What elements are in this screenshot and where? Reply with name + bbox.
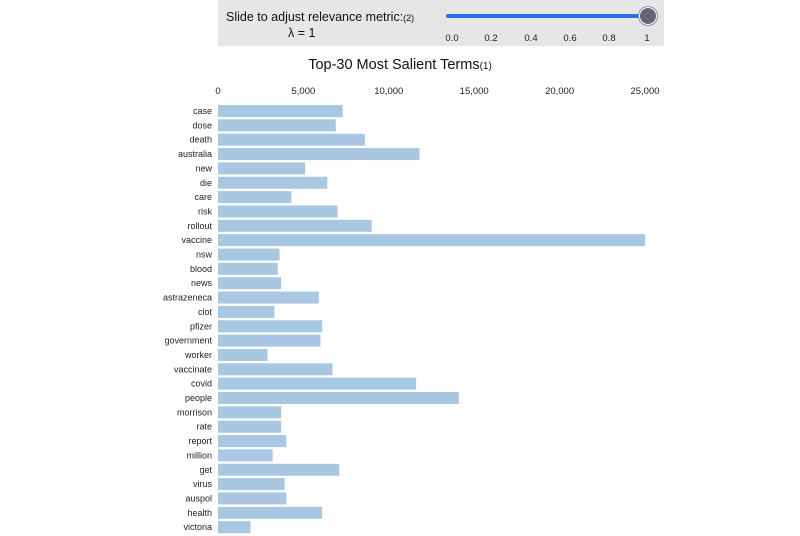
term-label[interactable]: morrison	[177, 407, 212, 417]
term-bar[interactable]	[218, 492, 287, 505]
term-bar[interactable]	[218, 334, 321, 347]
term-bar[interactable]	[218, 148, 420, 161]
term-bar[interactable]	[218, 348, 268, 361]
term-bar[interactable]	[218, 277, 282, 290]
term-bar[interactable]	[218, 320, 323, 333]
term-label[interactable]: get	[199, 465, 212, 475]
x-axis-tick-label: 15,000	[460, 86, 489, 97]
term-bar[interactable]	[218, 248, 280, 261]
term-label[interactable]: people	[185, 393, 212, 403]
term-label[interactable]: vaccine	[181, 235, 212, 245]
slider-label-ref: (2)	[403, 13, 415, 23]
term-bar[interactable]	[218, 406, 282, 419]
term-label[interactable]: care	[194, 192, 212, 202]
term-label[interactable]: australia	[178, 149, 212, 159]
term-label[interactable]: rollout	[187, 221, 212, 231]
relevance-slider-track[interactable]	[446, 14, 646, 18]
x-axis-tick-label: 5,000	[292, 86, 316, 97]
term-label[interactable]: nsw	[196, 250, 213, 260]
slider-label: Slide to adjust relevance metric:(2)	[226, 10, 414, 24]
term-bar[interactable]	[218, 262, 278, 275]
term-label[interactable]: covid	[191, 379, 212, 389]
x-axis-tick-label: 25,000	[630, 86, 659, 97]
slider-tick-label: 0.2	[484, 33, 498, 44]
term-label[interactable]: death	[189, 135, 212, 145]
term-bar[interactable]	[218, 119, 336, 132]
chart-title-ref: (1)	[479, 61, 492, 72]
term-bar[interactable]	[218, 363, 333, 376]
term-bar[interactable]	[218, 377, 417, 390]
term-bar[interactable]	[218, 478, 285, 491]
x-axis-tick-label: 10,000	[374, 86, 403, 97]
term-label[interactable]: risk	[198, 206, 212, 216]
term-bar[interactable]	[218, 105, 343, 117]
term-label[interactable]: dose	[192, 120, 212, 130]
slider-label-text: Slide to adjust relevance metric:	[226, 10, 404, 24]
term-label[interactable]: victoria	[183, 522, 212, 532]
term-bar[interactable]	[218, 176, 328, 189]
term-label[interactable]: clot	[198, 307, 213, 317]
term-bar[interactable]	[218, 463, 340, 476]
relevance-control-panel: Slide to adjust relevance metric:(2) λ =…	[218, 0, 664, 46]
term-label[interactable]: blood	[190, 264, 212, 274]
x-axis-tick-label: 0	[215, 86, 220, 97]
chart-title: Top-30 Most Salient Terms(1)	[0, 57, 800, 73]
term-bar[interactable]	[218, 449, 273, 462]
term-label[interactable]: news	[191, 278, 213, 288]
term-label[interactable]: die	[200, 178, 212, 188]
term-bar[interactable]	[218, 420, 282, 433]
term-bar[interactable]	[218, 205, 338, 218]
slider-tick-label: 0.6	[563, 33, 577, 44]
term-bar[interactable]	[218, 435, 287, 448]
term-bar[interactable]	[218, 521, 251, 534]
term-bar[interactable]	[218, 133, 365, 146]
slider-tick-label: 0.8	[602, 33, 616, 44]
term-label[interactable]: virus	[193, 479, 213, 489]
term-bar[interactable]	[218, 392, 459, 404]
term-label[interactable]: auspol	[185, 493, 212, 503]
slider-tick-label: 0.4	[524, 33, 538, 44]
x-axis-tick-label: 20,000	[545, 86, 574, 97]
term-bar[interactable]	[218, 162, 306, 175]
term-label[interactable]: new	[195, 163, 212, 173]
term-bar[interactable]	[218, 291, 319, 304]
term-label[interactable]: rate	[196, 422, 212, 432]
term-label[interactable]: million	[186, 450, 212, 460]
chart-title-text: Top-30 Most Salient Terms	[308, 57, 480, 73]
term-bar[interactable]	[218, 219, 372, 232]
slider-tick-label: 0.0	[445, 33, 459, 44]
term-bar[interactable]	[218, 506, 323, 519]
term-label[interactable]: government	[164, 336, 212, 346]
term-label[interactable]: vaccinate	[174, 364, 212, 374]
term-bar[interactable]	[218, 305, 275, 318]
term-label[interactable]: case	[193, 106, 212, 116]
term-bar[interactable]	[218, 234, 645, 247]
term-label[interactable]: worker	[184, 350, 212, 360]
term-label[interactable]: health	[187, 508, 212, 518]
relevance-slider-thumb[interactable]	[639, 7, 657, 25]
term-label[interactable]: astrazeneca	[163, 293, 212, 303]
term-label[interactable]: report	[188, 436, 212, 446]
term-bar[interactable]	[218, 191, 292, 204]
term-label[interactable]: pfizer	[190, 321, 212, 331]
lambda-value: λ = 1	[288, 26, 316, 40]
slider-tick-label: 1	[644, 33, 650, 44]
